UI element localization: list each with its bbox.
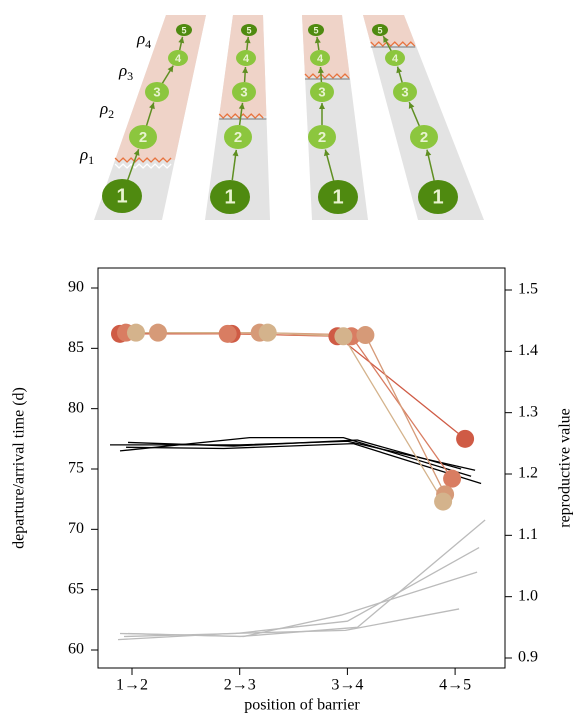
rho-index: 4	[145, 37, 151, 51]
blocked-region	[302, 15, 350, 76]
node-label: 1	[224, 186, 235, 208]
rho-label: ρ4	[136, 29, 151, 51]
node-label: 2	[420, 129, 428, 146]
y2-tick-label: 1.4	[518, 342, 538, 359]
y-tick-label: 90	[68, 279, 84, 296]
node-label: 5	[246, 25, 251, 35]
point	[219, 325, 237, 343]
node-label: 3	[240, 84, 247, 99]
rho-symbol: ρ	[136, 29, 145, 48]
x-tick-label: 2→3	[224, 677, 256, 694]
node-label: 3	[401, 84, 408, 99]
node-label: 1	[432, 186, 443, 208]
page: {"diagram":{"rho_labels":[{"symbol":"ρ",…	[0, 0, 582, 718]
node-label: 2	[139, 129, 147, 146]
point	[334, 327, 352, 345]
point	[356, 326, 374, 344]
y2-tick-label: 1.1	[518, 526, 538, 543]
y-tick-label: 70	[68, 520, 84, 537]
x-tick-label: 3→4	[331, 677, 363, 694]
point	[456, 430, 474, 448]
rho-symbol: ρ	[79, 145, 88, 164]
point	[434, 493, 452, 511]
node-label: 5	[181, 25, 186, 35]
node-label: 5	[377, 25, 382, 35]
timing-line	[136, 333, 443, 502]
y2-tick-label: 1.5	[518, 281, 538, 298]
figure: 12345123451234512345ρ1ρ2ρ3ρ4 position of…	[0, 0, 582, 718]
point	[127, 324, 145, 342]
x-tick-label: 1→2	[116, 677, 148, 694]
node-label: 1	[116, 185, 127, 207]
rho-label: ρ2	[99, 99, 114, 121]
y2-tick-label: 1.0	[518, 587, 538, 604]
point	[259, 324, 277, 342]
node-label: 3	[153, 84, 160, 99]
value-line	[128, 572, 477, 636]
point	[149, 324, 167, 342]
y-tick-label: 60	[68, 641, 84, 658]
node-label: 4	[317, 53, 324, 65]
y-tick-label: 80	[68, 399, 84, 416]
x-tick-label: 4→5	[439, 677, 471, 694]
node-label: 5	[313, 25, 318, 35]
node-label: 1	[332, 186, 343, 208]
timing-line	[126, 333, 452, 479]
y-tick-label: 85	[68, 339, 84, 356]
node-label: 4	[392, 53, 399, 65]
node-label: 2	[234, 129, 242, 146]
node-label: 2	[318, 129, 326, 146]
node-label: 3	[318, 84, 325, 99]
time-line	[128, 440, 461, 469]
blocked-region	[363, 15, 415, 44]
y-axis-label: departure/arrival time (d)	[11, 387, 28, 549]
chart: position of barrier departure/arrival ti…	[11, 268, 574, 714]
y2-axis-label: reproductive value	[557, 408, 574, 528]
x-axis-label: position of barrier	[244, 697, 360, 714]
rho-index: 3	[127, 69, 133, 83]
point	[443, 470, 461, 488]
rho-index: 1	[88, 153, 94, 167]
y2-tick-label: 1.3	[518, 403, 538, 420]
rho-index: 2	[108, 107, 114, 121]
value-line	[120, 520, 485, 637]
rho-symbol: ρ	[118, 61, 127, 80]
node-label: 4	[243, 53, 250, 65]
y-tick-label: 75	[68, 460, 84, 477]
rho-label: ρ1	[79, 145, 94, 167]
rho-symbol: ρ	[99, 99, 108, 118]
y2-tick-label: 0.9	[518, 649, 538, 666]
rho-label: ρ3	[118, 61, 133, 83]
timing-line	[158, 333, 445, 495]
y-tick-label: 65	[68, 580, 84, 597]
node-label: 4	[175, 53, 182, 65]
y2-tick-label: 1.2	[518, 465, 538, 482]
